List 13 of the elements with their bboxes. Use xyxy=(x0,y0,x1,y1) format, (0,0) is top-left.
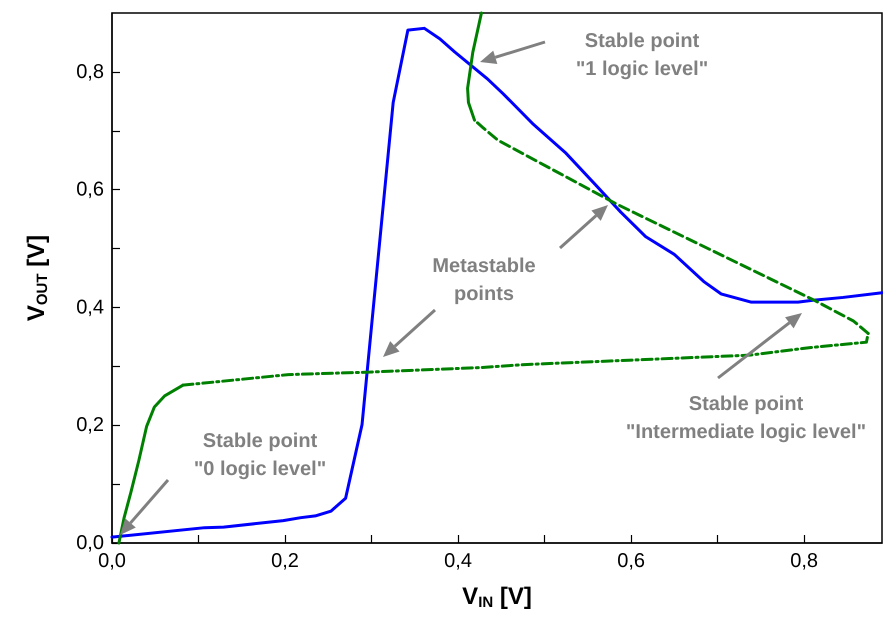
x-tick-label: 0,8 xyxy=(790,550,818,572)
y-tick-label: 0,4 xyxy=(76,296,104,318)
y-axis-title: VOUT [V] xyxy=(23,234,51,322)
y-tick-label: 0,6 xyxy=(76,178,104,201)
y-tick-label: 0,2 xyxy=(76,414,104,436)
annotation: Stable point "Intermediate logic level" xyxy=(626,393,866,443)
annotation: Metastable points xyxy=(432,255,536,305)
x-tick-label: 0,4 xyxy=(444,550,472,572)
x-tick-label: 0,6 xyxy=(617,550,646,572)
annotation: Stable point "0 logic level" xyxy=(194,430,326,480)
y-tick-label: 0,8 xyxy=(76,60,104,83)
annotation: Stable point "1 logic level" xyxy=(576,30,708,80)
x-tick-label: 0,2 xyxy=(271,550,299,572)
